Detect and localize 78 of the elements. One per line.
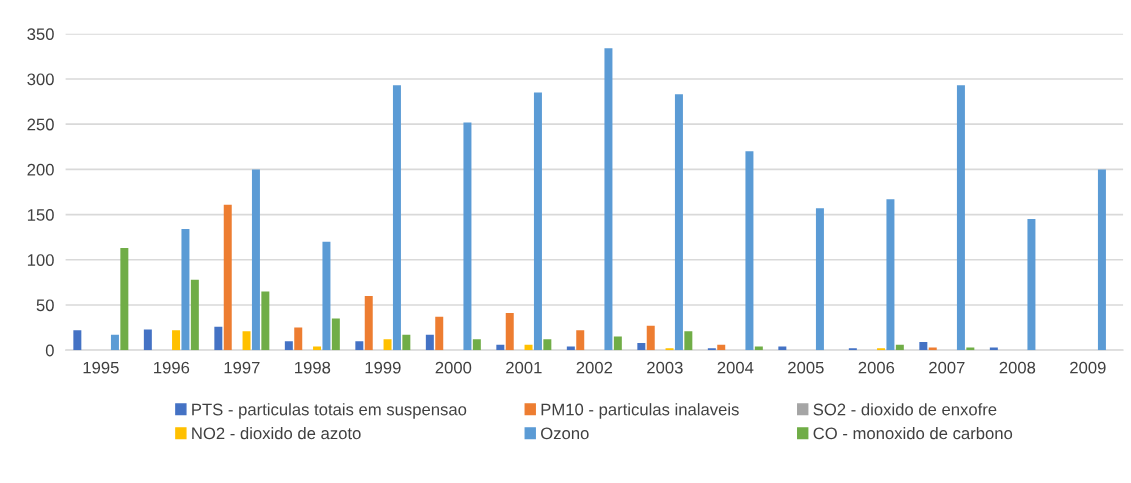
y-tick-label: 350 — [27, 28, 54, 41]
bar — [1027, 219, 1036, 351]
x-tick-label: 2003 — [647, 361, 683, 374]
bar — [181, 229, 190, 351]
bar — [919, 342, 928, 351]
bar — [1097, 169, 1106, 351]
legend-label: PM10 - particulas inalaveis — [541, 403, 739, 419]
bar — [637, 342, 646, 351]
bar — [505, 313, 514, 351]
bar — [472, 339, 481, 351]
x-tick-label: 2007 — [929, 361, 965, 374]
bar — [989, 347, 998, 351]
legend-label: NO2 - dioxido de azoto — [192, 427, 361, 440]
y-tick-label: 0 — [45, 344, 54, 357]
y-tick-label: 100 — [27, 254, 54, 266]
bar — [815, 208, 824, 351]
bar — [886, 199, 895, 351]
bar — [190, 279, 199, 351]
legend-label: CO - monoxido de carbono — [813, 427, 1013, 440]
bar — [533, 92, 542, 351]
bar — [251, 169, 260, 351]
y-tick-label: 200 — [27, 163, 54, 176]
bar — [425, 334, 434, 351]
legend-label: SO2 - dioxido de enxofre — [813, 403, 997, 416]
x-tick-label: 2001 — [506, 361, 542, 374]
bar — [223, 204, 232, 351]
bar — [463, 122, 472, 351]
bar — [383, 339, 392, 351]
bar — [576, 330, 585, 351]
x-tick-label: 2008 — [999, 361, 1036, 374]
bar — [543, 339, 552, 351]
x-tick-label: 2005 — [788, 361, 824, 374]
bar — [322, 241, 331, 351]
x-tick-label: 2004 — [717, 361, 754, 374]
bar — [956, 85, 965, 351]
bar — [143, 329, 152, 351]
bar — [110, 334, 119, 351]
bar — [294, 327, 303, 351]
bar — [242, 331, 251, 351]
bar — [604, 48, 613, 351]
legend-label: PTS - particulas totais em suspensao — [192, 403, 467, 419]
x-tick-label: 2006 — [858, 361, 895, 374]
bar — [331, 318, 340, 351]
bar — [261, 291, 270, 351]
bar — [402, 334, 411, 351]
bar — [674, 94, 683, 351]
bar — [172, 330, 181, 351]
bar — [392, 85, 401, 351]
bar — [745, 151, 754, 351]
y-tick-label: 300 — [27, 73, 54, 86]
x-tick-label: 1999 — [365, 361, 401, 374]
x-tick-label: 1995 — [83, 361, 119, 374]
legend-label: Ozono — [541, 427, 589, 440]
bar — [717, 344, 726, 351]
x-tick-label: 2009 — [1070, 361, 1106, 374]
x-tick-label: 1998 — [295, 361, 331, 374]
bar — [524, 344, 533, 351]
bar — [496, 344, 505, 351]
bar — [928, 347, 937, 351]
bar — [214, 326, 223, 351]
bar — [435, 316, 444, 351]
bar — [684, 331, 693, 351]
x-tick-label: 2002 — [576, 361, 613, 374]
x-tick-label: 2000 — [435, 361, 472, 374]
bar — [284, 341, 293, 351]
x-tick-label: 1997 — [224, 361, 260, 374]
x-tick-label: 1996 — [154, 361, 190, 374]
bar — [364, 295, 373, 351]
bar — [355, 341, 364, 351]
bar — [120, 248, 129, 351]
y-tick-label: 250 — [27, 118, 54, 131]
bar — [613, 336, 622, 351]
bar — [895, 344, 904, 351]
y-tick-label: 50 — [36, 299, 54, 312]
bar — [646, 325, 655, 351]
bar — [73, 330, 82, 351]
y-tick-label: 150 — [27, 208, 54, 221]
bar — [966, 347, 975, 351]
